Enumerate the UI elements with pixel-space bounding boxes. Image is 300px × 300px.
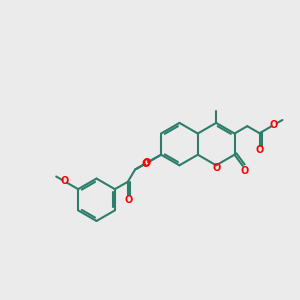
- Text: O: O: [212, 163, 220, 173]
- Text: O: O: [255, 145, 264, 155]
- Text: O: O: [240, 166, 248, 176]
- Text: O: O: [142, 158, 151, 168]
- Text: O: O: [125, 195, 133, 205]
- Text: O: O: [270, 120, 278, 130]
- Text: O: O: [60, 176, 69, 186]
- Text: O: O: [141, 158, 150, 169]
